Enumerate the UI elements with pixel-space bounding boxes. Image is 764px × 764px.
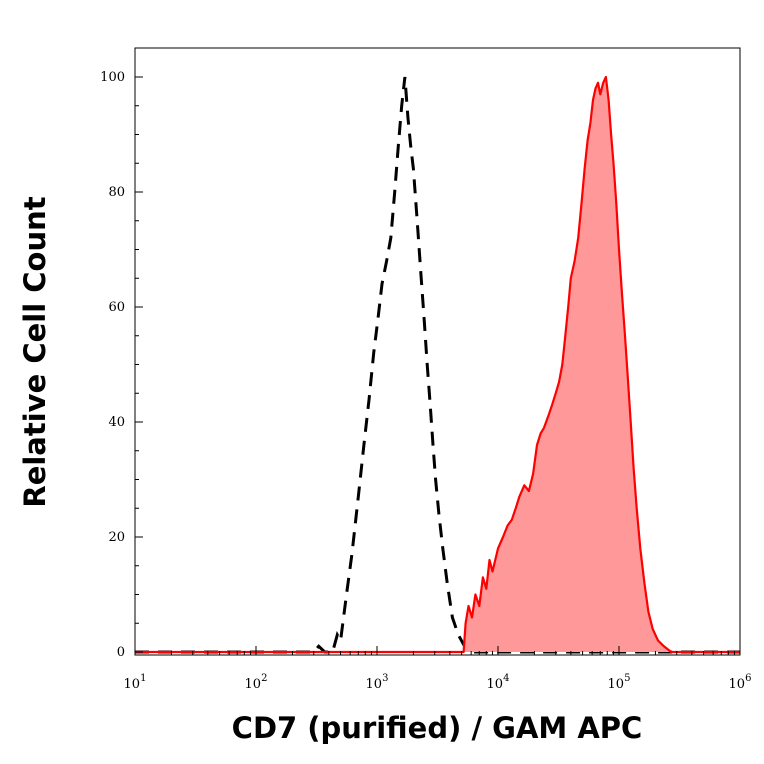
- series-1-line: [135, 75, 740, 654]
- x-tick-exponent: 2: [261, 673, 267, 684]
- series-layer: [135, 75, 740, 654]
- x-tick-base: 10: [487, 677, 504, 692]
- y-tick-label-1: 20: [108, 530, 125, 545]
- x-tick-base: 10: [124, 677, 141, 692]
- x-tick-label-0: 101: [124, 673, 147, 692]
- series-0-line: [135, 76, 740, 654]
- series-1-fill: [135, 77, 740, 652]
- plot-frame: [134, 47, 741, 656]
- x-tick-base: 10: [729, 677, 746, 692]
- y-axis-label: Relative Cell Count: [18, 196, 52, 507]
- x-tick-base: 10: [608, 677, 625, 692]
- x-tick-label-3: 104: [487, 673, 510, 692]
- x-tick-base: 10: [366, 677, 383, 692]
- x-tick-exponent: 6: [745, 673, 751, 684]
- x-tick-label-1: 102: [245, 673, 268, 692]
- x-tick-label-4: 105: [608, 673, 631, 692]
- x-tick-label-2: 103: [366, 673, 389, 692]
- x-tick-exponent: 1: [140, 673, 146, 684]
- y-tick-label-3: 60: [108, 300, 125, 315]
- x-tick-base: 10: [245, 677, 262, 692]
- x-tick-label-5: 106: [729, 673, 752, 692]
- y-tick-label-5: 100: [100, 70, 125, 85]
- x-axis-label: CD7 (purified) / GAM APC: [232, 711, 643, 745]
- y-tick-label-2: 40: [108, 415, 125, 430]
- x-tick-exponent: 5: [624, 673, 630, 684]
- y-tick-label-4: 80: [108, 185, 125, 200]
- x-tick-exponent: 4: [503, 673, 509, 684]
- x-tick-exponent: 3: [382, 673, 388, 684]
- y-tick-label-0: 0: [117, 645, 125, 660]
